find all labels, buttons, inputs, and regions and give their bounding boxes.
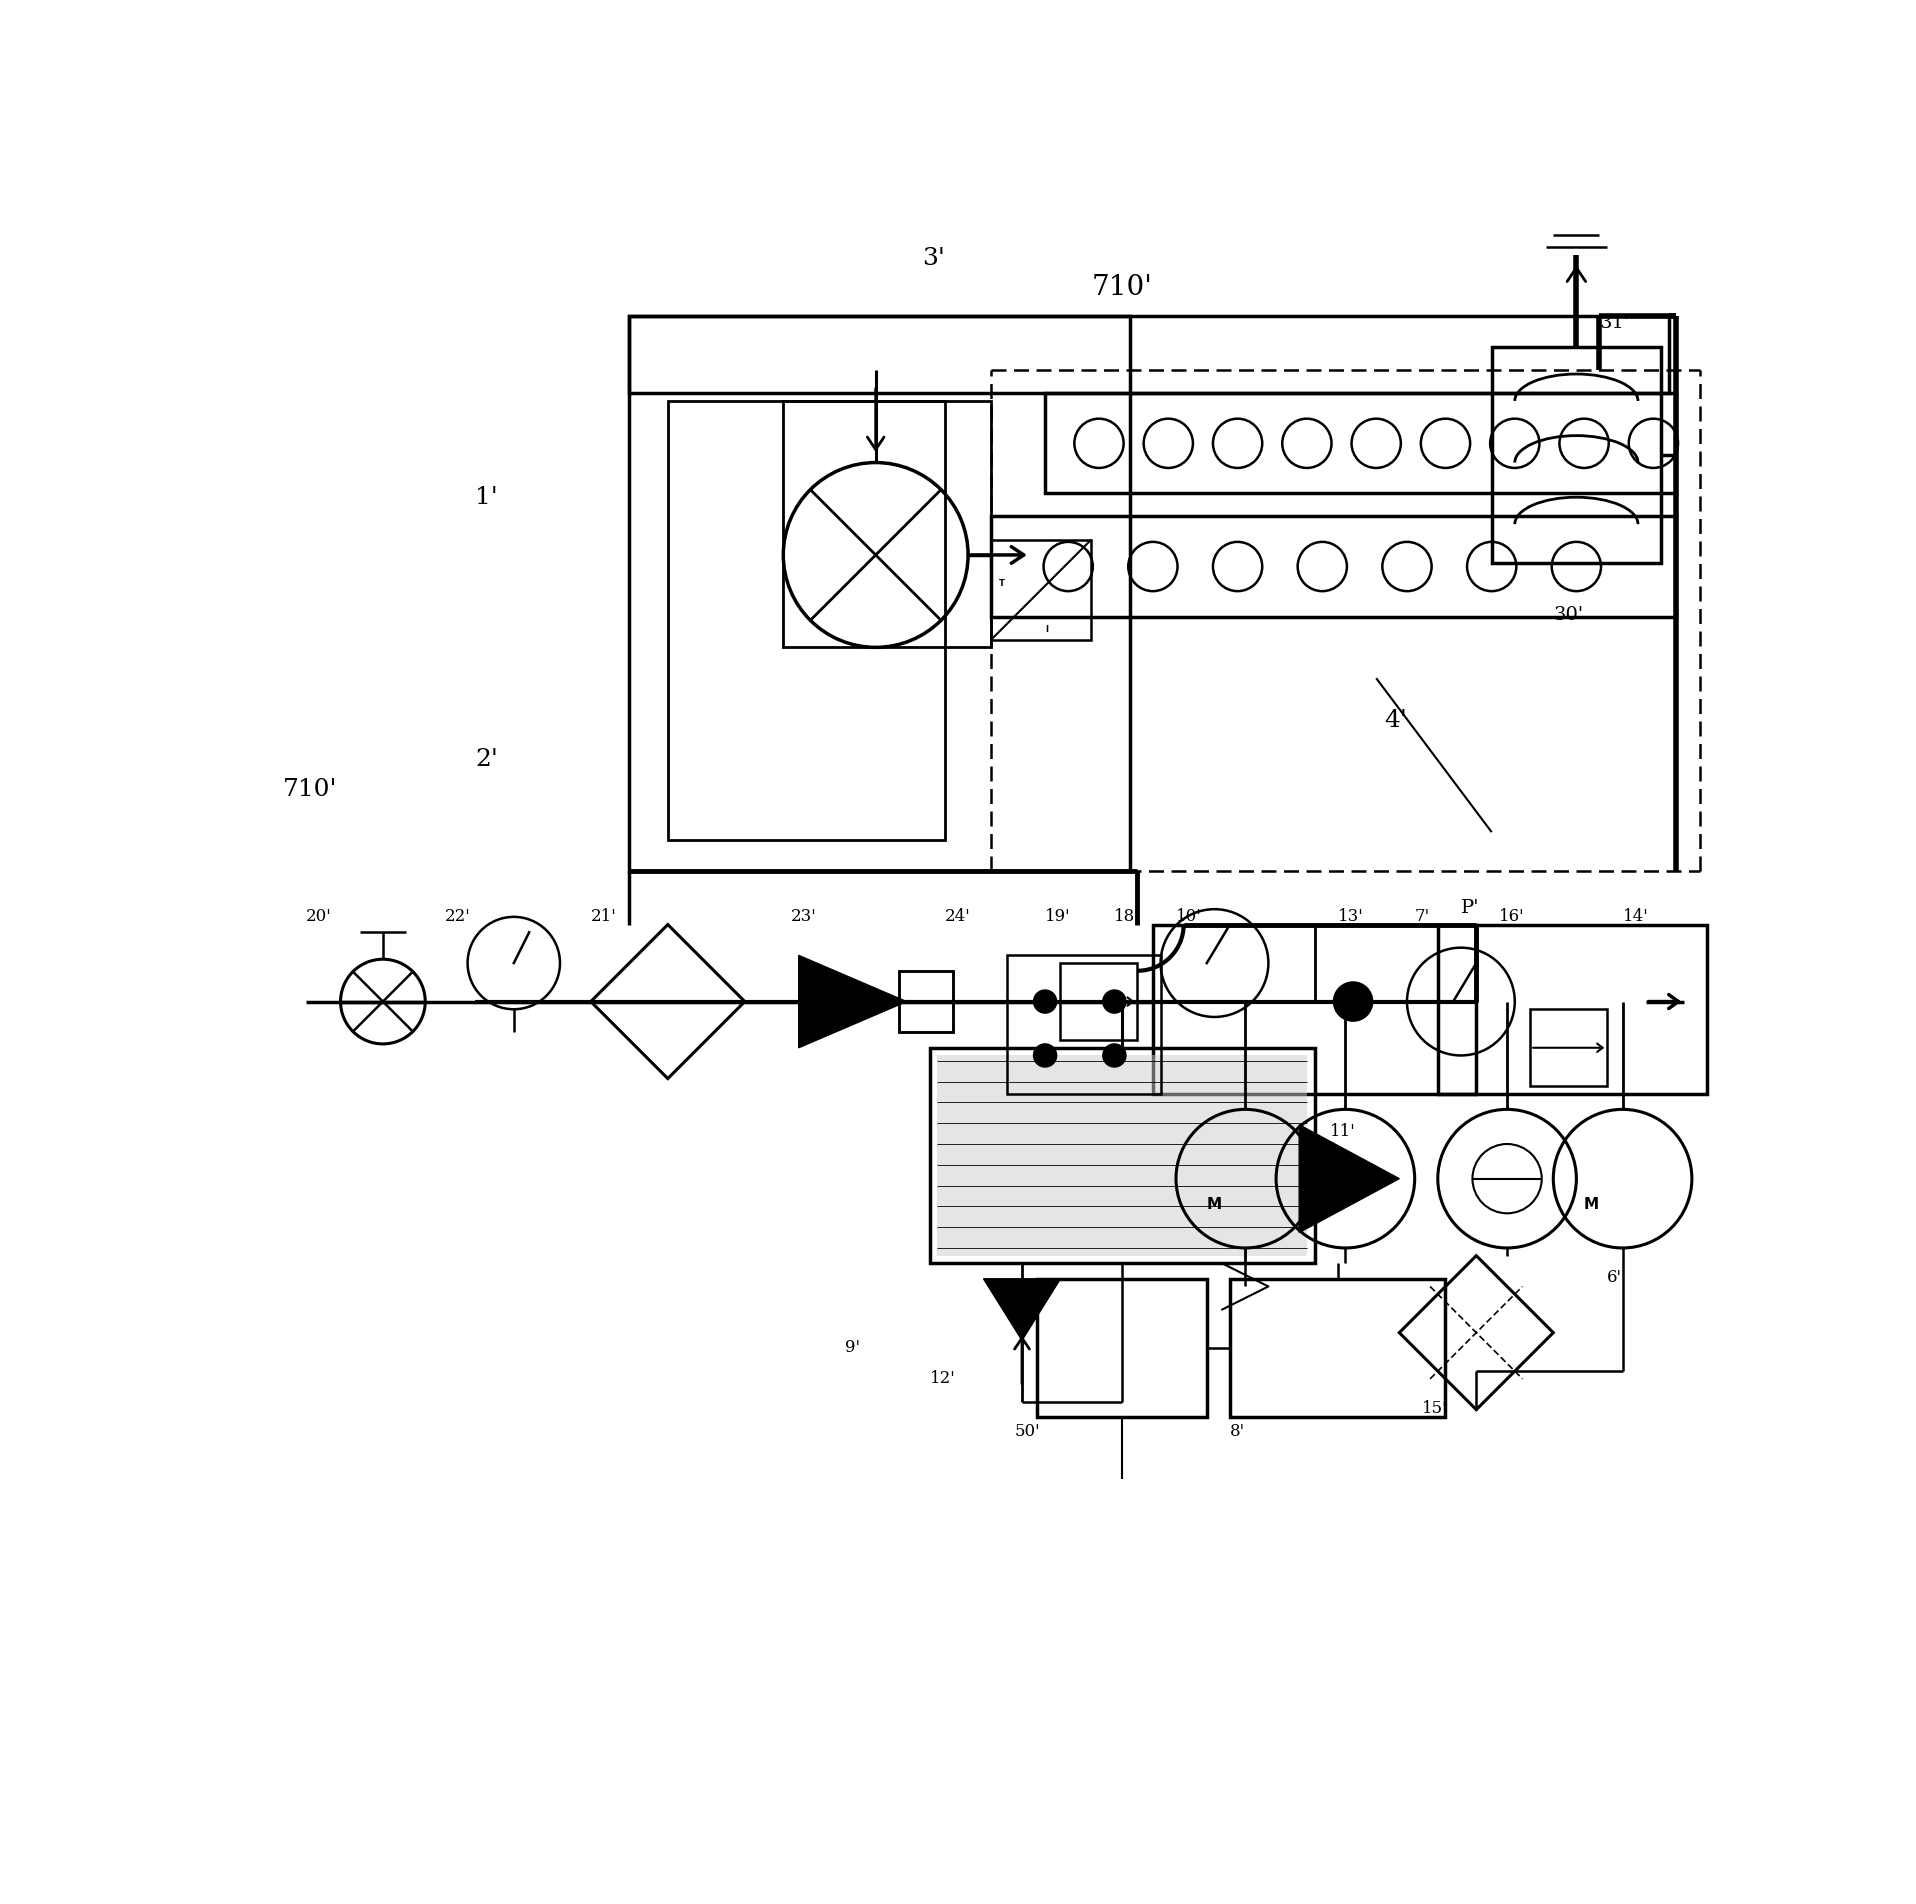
- Text: 7': 7': [1414, 908, 1429, 925]
- Text: 710': 710': [1092, 274, 1152, 301]
- Bar: [669, 402, 945, 840]
- Text: 21': 21': [590, 908, 617, 925]
- Polygon shape: [1299, 1125, 1399, 1232]
- Text: M: M: [1207, 1198, 1222, 1213]
- Text: 3': 3': [922, 248, 945, 270]
- Circle shape: [1033, 990, 1056, 1013]
- Text: T: T: [998, 579, 1004, 588]
- Text: 14': 14': [1623, 908, 1648, 925]
- Bar: [1230, 1279, 1445, 1417]
- Text: 20': 20': [307, 908, 331, 925]
- Bar: [1493, 347, 1661, 564]
- Text: 16': 16': [1500, 908, 1525, 925]
- Bar: [937, 1055, 1307, 1255]
- Text: 18': 18': [1115, 908, 1140, 925]
- Text: 4': 4': [1383, 708, 1406, 731]
- Text: 2': 2': [475, 748, 498, 771]
- Text: 50': 50': [1014, 1424, 1040, 1441]
- Bar: [1006, 956, 1161, 1095]
- Bar: [929, 1047, 1314, 1264]
- Text: I: I: [1044, 625, 1048, 634]
- Text: 19': 19': [1044, 908, 1071, 925]
- Text: 12': 12': [929, 1369, 956, 1386]
- Text: 15': 15': [1422, 1399, 1448, 1417]
- Bar: [1037, 1279, 1207, 1417]
- Bar: [991, 516, 1676, 617]
- Polygon shape: [983, 1279, 1060, 1340]
- Bar: [899, 971, 952, 1032]
- Text: 24': 24': [945, 908, 971, 925]
- Text: 1': 1': [475, 486, 498, 508]
- Bar: [1153, 925, 1477, 1095]
- Text: P': P': [1460, 899, 1479, 918]
- Text: 6': 6': [1608, 1270, 1623, 1287]
- Circle shape: [1104, 1043, 1127, 1066]
- Text: 22': 22': [445, 908, 469, 925]
- Bar: [628, 316, 1130, 870]
- Circle shape: [1104, 990, 1127, 1013]
- Text: 10': 10': [1176, 908, 1201, 925]
- Bar: [784, 402, 991, 647]
- Text: 31': 31': [1600, 314, 1631, 331]
- Bar: [1060, 963, 1138, 1040]
- Text: 23': 23': [791, 908, 816, 925]
- Circle shape: [1033, 1043, 1056, 1066]
- Bar: [1437, 925, 1707, 1095]
- Circle shape: [1334, 982, 1372, 1021]
- Text: 9': 9': [845, 1339, 860, 1356]
- Text: 11': 11': [1330, 1123, 1357, 1140]
- Bar: [991, 539, 1092, 640]
- Text: 30': 30': [1554, 605, 1583, 625]
- Text: 13': 13': [1337, 908, 1364, 925]
- Bar: [899, 971, 952, 1032]
- Text: 8': 8': [1230, 1424, 1245, 1441]
- Text: 710': 710': [284, 779, 337, 802]
- Bar: [1044, 394, 1676, 493]
- Text: M: M: [1585, 1198, 1600, 1213]
- Polygon shape: [799, 956, 906, 1047]
- Bar: [1531, 1009, 1608, 1087]
- Bar: [628, 316, 1669, 394]
